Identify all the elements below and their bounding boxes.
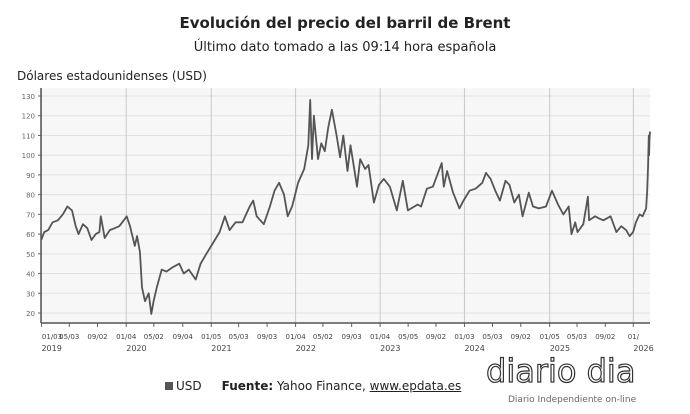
x-year-label: 2025	[550, 344, 570, 353]
legend-swatch-usd	[165, 382, 173, 390]
x-tick-label: 05/02	[144, 333, 164, 341]
x-tick-label: 09/02	[87, 333, 107, 341]
y-tick-label: 110	[22, 132, 35, 140]
x-tick-label: 05/03	[567, 333, 587, 341]
chart-title: Evolución del precio del barril de Brent	[179, 14, 511, 32]
diario-dia-logo: diario dia Diario Independiente on-line	[485, 351, 686, 412]
x-year-label: 2024	[464, 344, 484, 353]
x-tick-label: 01/05	[201, 333, 221, 341]
y-tick-label: 90	[26, 172, 35, 180]
y-tick-label: 20	[26, 310, 35, 318]
source-label: Fuente:	[221, 379, 274, 393]
y-tick-label: 70	[26, 211, 35, 219]
x-year-label: 2021	[211, 344, 231, 353]
y-tick-label: 50	[26, 251, 35, 259]
x-year-label: 2022	[296, 344, 316, 353]
logo-tagline: Diario Independiente on-line	[508, 395, 637, 405]
x-tick-label: 01/03	[454, 333, 474, 341]
x-tick-label: 05/03	[59, 333, 79, 341]
x-tick-label: 01/	[628, 333, 640, 341]
chart-subtitle: Último dato tomado a las 09:14 hora espa…	[193, 40, 497, 55]
y-tick-label: 30	[26, 290, 35, 298]
x-tick-label: 01/04	[116, 333, 137, 341]
x-year-label: 2019	[41, 344, 61, 353]
x-tick-label: 09/02	[511, 333, 531, 341]
legend: USD Fuente: Yahoo Finance, www.epdata.es	[165, 379, 461, 393]
x-tick-label: 05/03	[229, 333, 249, 341]
x-tick-label: 09/03	[257, 333, 277, 341]
x-year-label: 2020	[126, 344, 146, 353]
series-line-usd	[40, 99, 651, 315]
x-tick-label: 01/03	[42, 333, 62, 341]
x-tick-label: 05/05	[398, 333, 418, 341]
logo-wordmark: diario dia	[485, 351, 636, 390]
x-tick-label: 05/02	[313, 333, 333, 341]
x-tick-label: 05/03	[482, 333, 502, 341]
y-tick-label: 80	[26, 192, 35, 200]
legend-label-usd[interactable]: USD	[176, 379, 202, 393]
x-tick-label: 01/04	[370, 333, 391, 341]
x-tick-label: 01/05	[540, 333, 560, 341]
x-tick-label: 09/04	[173, 333, 194, 341]
source-link[interactable]: www.epdata.es	[369, 379, 462, 393]
y-tick-label: 40	[26, 271, 35, 279]
y-tick-label: 100	[22, 152, 35, 160]
y-tick-label: 130	[22, 93, 35, 101]
x-tick-label: 09/03	[342, 333, 362, 341]
x-tick-label: 09/02	[595, 333, 615, 341]
x-tick-label: 09/02	[426, 333, 446, 341]
y-axis-label: Dólares estadounidenses (USD)	[17, 69, 207, 83]
source-note: Fuente: Yahoo Finance, www.epdata.es	[222, 379, 462, 393]
y-tick-label: 120	[22, 113, 35, 121]
source-text: Yahoo Finance,	[276, 379, 366, 393]
x-tick-label: 01/04	[285, 333, 306, 341]
x-year-label: 2023	[380, 344, 400, 353]
y-tick-label: 60	[26, 231, 35, 239]
x-year-label: 2026	[633, 344, 653, 353]
